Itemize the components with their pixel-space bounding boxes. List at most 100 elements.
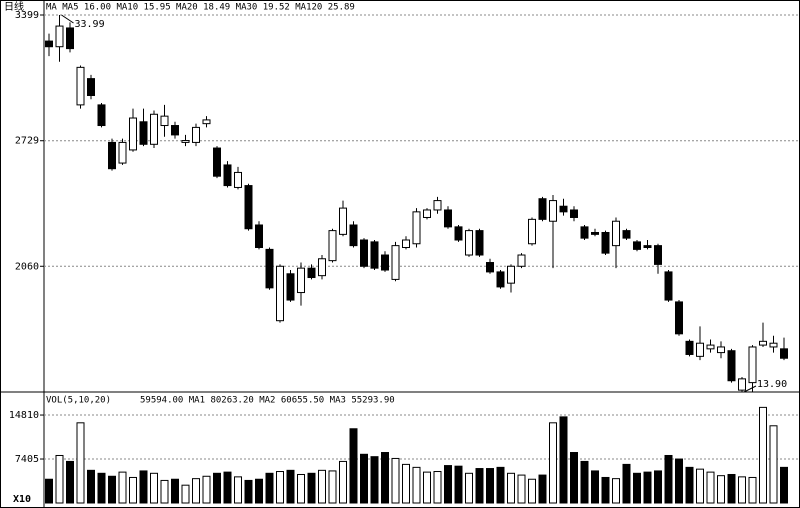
candle-up	[297, 267, 305, 294]
candle-down	[244, 185, 253, 230]
candle-down	[381, 254, 389, 271]
candle-up	[129, 117, 137, 151]
candle-up	[318, 258, 326, 277]
candle-down	[633, 241, 641, 250]
volume-bar	[444, 465, 452, 504]
volume-bar	[622, 463, 631, 504]
volume-bar	[192, 478, 200, 504]
volume-bar	[223, 471, 232, 504]
volume-bar	[654, 470, 662, 504]
vol-title: VOL(5,10,20)	[46, 396, 111, 406]
candle-up	[696, 342, 704, 357]
volume-bar	[612, 478, 620, 504]
candle-up	[339, 207, 347, 235]
candle-down	[108, 141, 116, 170]
volume-bar	[255, 478, 263, 504]
annotation-leader	[61, 14, 74, 24]
candle-down	[370, 241, 379, 269]
candle-up	[402, 239, 410, 249]
volume-bar	[244, 479, 253, 504]
volume-bar	[276, 471, 284, 504]
candle-down	[622, 230, 631, 239]
volume-bar	[675, 458, 683, 504]
volume-bar	[76, 422, 85, 504]
candle-up	[517, 254, 526, 267]
volume-bar	[717, 475, 725, 504]
volume-bar	[580, 460, 589, 504]
volume-bar	[496, 466, 505, 504]
candle-up	[507, 265, 515, 284]
volume-bar	[727, 473, 736, 504]
volume-bar	[769, 425, 778, 504]
volume-bar	[307, 472, 316, 504]
candle-up	[759, 340, 767, 346]
volume-bar	[643, 471, 652, 504]
volume-bar	[202, 475, 211, 504]
candle-down	[570, 209, 578, 218]
volume-bar	[780, 466, 788, 504]
ma-header: MA MA5 16.00 MA10 15.95 MA20 18.49 MA30 …	[46, 3, 355, 13]
candle-down	[664, 271, 673, 301]
volume-bar	[696, 468, 704, 504]
y-tick-label: 7405	[15, 454, 39, 465]
volume-bar	[286, 469, 295, 504]
candle-up	[150, 113, 158, 145]
volume-bar	[297, 473, 305, 504]
volume-bar	[160, 479, 169, 504]
candle-up	[738, 378, 746, 391]
volume-bar	[517, 474, 526, 504]
vol-header: 59594.00 MA1 80263.20 MA2 60655.50 MA3 5…	[140, 396, 395, 406]
candle-up	[412, 211, 421, 245]
candle-up	[769, 342, 778, 348]
volume-bar	[391, 457, 400, 504]
candle-down	[360, 239, 368, 267]
volume-bar	[181, 484, 190, 504]
y-tick-label: 2729	[15, 136, 39, 147]
candle-down	[780, 348, 788, 359]
candle-up	[76, 66, 85, 106]
volume-bar	[381, 452, 389, 504]
candle-down	[223, 164, 232, 187]
volume-bar	[465, 472, 473, 504]
volume-bar	[402, 463, 410, 504]
candle-down	[538, 198, 547, 220]
candle-up	[612, 220, 620, 247]
candle-down	[349, 224, 358, 247]
candle-up	[181, 140, 190, 143]
candle-up	[192, 126, 200, 143]
volume-bar	[234, 476, 242, 504]
y-tick-label: 14810	[9, 410, 39, 421]
volume-bar	[423, 471, 431, 504]
candle-down	[307, 267, 316, 279]
chart-title: 日线	[4, 0, 24, 13]
volume-bar	[118, 471, 127, 504]
volume-bar	[370, 456, 379, 504]
volume-bar	[475, 468, 484, 504]
candle-down	[591, 231, 599, 235]
candle-down	[601, 231, 610, 254]
candle-down	[559, 205, 568, 213]
candle-up	[433, 200, 442, 211]
candle-up	[423, 209, 431, 218]
volume-bar	[171, 478, 179, 504]
candle-down	[171, 125, 179, 136]
volume-bar	[360, 453, 368, 504]
volume-bar	[87, 469, 95, 504]
candle-down	[255, 224, 263, 249]
candle-up	[528, 218, 536, 245]
volume-bar	[97, 472, 106, 504]
volume-bar	[549, 422, 557, 504]
volume-bar	[129, 476, 137, 504]
candle-down	[139, 121, 148, 145]
candle-down	[97, 104, 106, 127]
candle-up	[706, 344, 715, 350]
candle-up	[202, 119, 211, 125]
volume-bar	[486, 468, 494, 504]
volume-bar	[570, 452, 578, 504]
annotation: 33.99	[75, 19, 105, 30]
volume-bar	[433, 471, 442, 504]
volume-bar	[591, 470, 599, 504]
y-tick-label: 2060	[15, 261, 39, 272]
candle-down	[45, 40, 53, 48]
